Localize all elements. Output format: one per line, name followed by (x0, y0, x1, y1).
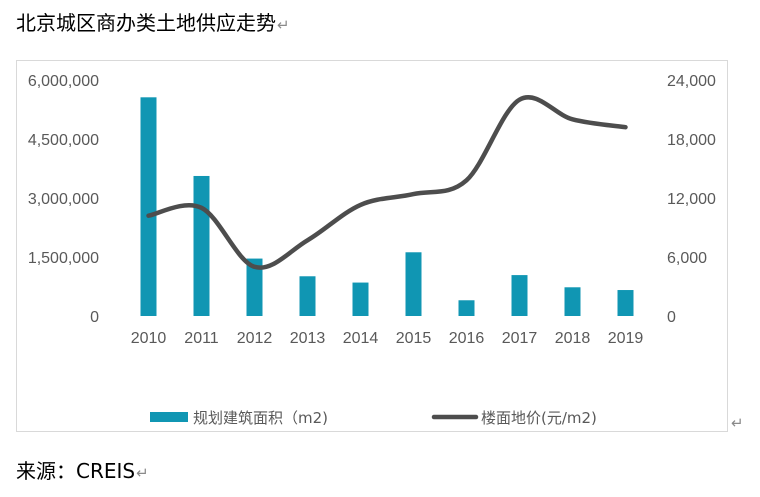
x-tick-label: 2016 (449, 330, 485, 347)
x-tick-label: 2010 (131, 330, 167, 347)
chart-title: 北京城区商办类土地供应走势↵ (16, 11, 290, 35)
y-left-tick-label: 3,000,000 (28, 191, 99, 208)
y-left-tick-label: 0 (90, 309, 99, 326)
y-right-tick-label: 0 (667, 309, 676, 326)
y-left-tick-label: 4,500,000 (28, 132, 99, 149)
x-tick-label: 2013 (290, 330, 326, 347)
x-tick-label: 2019 (608, 330, 644, 347)
y-right-tick-label: 24,000 (667, 73, 716, 90)
chart-frame (16, 60, 728, 432)
legend-label-area: 规划建筑面积（m2) (193, 409, 328, 427)
x-tick-label: 2014 (343, 330, 379, 347)
series-line-price (146, 95, 628, 270)
y-right-tick-label: 12,000 (667, 191, 716, 208)
y-right-tick-label: 6,000 (667, 250, 707, 267)
bar-2019 (617, 290, 634, 316)
bar-2015 (405, 252, 422, 316)
y-right-tick-label: 18,000 (667, 132, 716, 149)
bar-2016 (458, 300, 475, 316)
x-tick-label: 2017 (502, 330, 538, 347)
source-note: 来源：CREIS↵ (16, 459, 149, 483)
y-left-tick-label: 1,500,000 (28, 250, 99, 267)
bar-2018 (564, 287, 581, 316)
bar-2014 (352, 282, 369, 316)
legend-swatch-area (150, 412, 188, 422)
bar-2010 (140, 97, 157, 316)
x-tick-label: 2012 (237, 330, 273, 347)
x-tick-label: 2018 (555, 330, 591, 347)
bar-2012 (246, 258, 263, 316)
bar-2013 (299, 276, 316, 316)
return-mark: ↵ (731, 414, 744, 432)
x-tick-label: 2011 (184, 330, 219, 347)
bar-2017 (511, 275, 528, 316)
y-left-tick-label: 6,000,000 (28, 73, 99, 90)
return-mark: ↵ (136, 464, 149, 482)
legend: 规划建筑面积（m2) 楼面地价(元/m2) (150, 409, 597, 427)
x-tick-label: 2015 (396, 330, 432, 347)
legend-label-price: 楼面地价(元/m2) (481, 409, 597, 427)
return-mark: ↵ (277, 16, 290, 34)
bar-2011 (193, 175, 210, 316)
